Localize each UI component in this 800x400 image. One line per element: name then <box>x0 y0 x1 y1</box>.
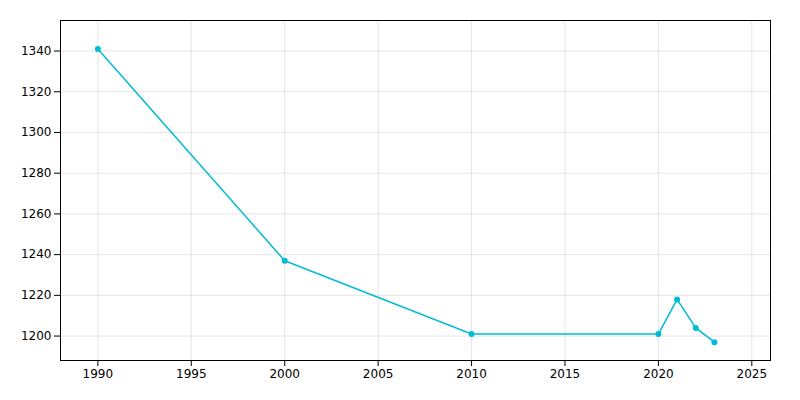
svg-text:1300: 1300 <box>21 125 52 139</box>
svg-text:2025: 2025 <box>737 367 768 381</box>
svg-text:1990: 1990 <box>83 367 114 381</box>
svg-text:1280: 1280 <box>21 166 52 180</box>
svg-text:2020: 2020 <box>643 367 674 381</box>
svg-text:2010: 2010 <box>456 367 487 381</box>
svg-text:1220: 1220 <box>21 288 52 302</box>
svg-text:1200: 1200 <box>21 329 52 343</box>
svg-text:2005: 2005 <box>363 367 394 381</box>
svg-text:1320: 1320 <box>21 85 52 99</box>
svg-text:1995: 1995 <box>176 367 207 381</box>
svg-text:2000: 2000 <box>269 367 300 381</box>
svg-text:1240: 1240 <box>21 247 52 261</box>
svg-text:2015: 2015 <box>550 367 581 381</box>
svg-text:1260: 1260 <box>21 207 52 221</box>
svg-text:1340: 1340 <box>21 44 52 58</box>
